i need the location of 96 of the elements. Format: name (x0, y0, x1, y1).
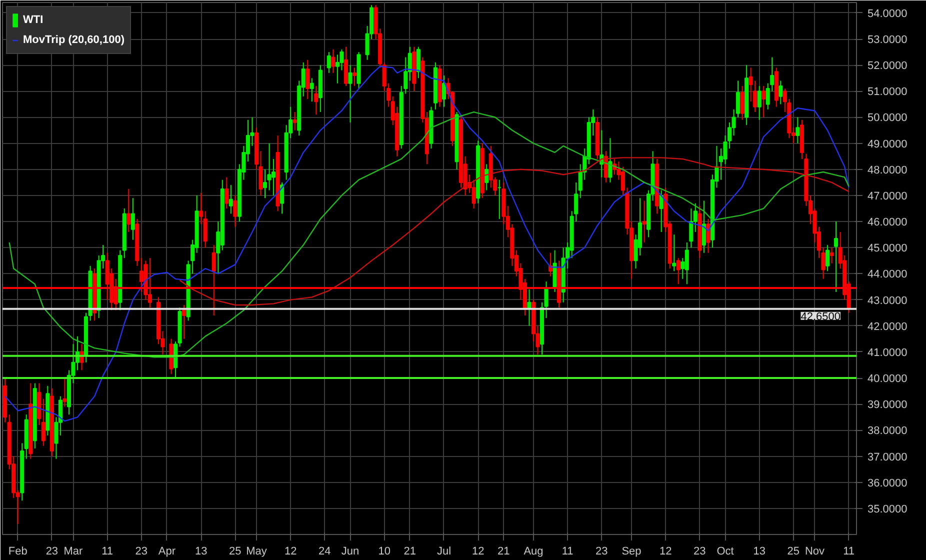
candlestick (778, 80, 783, 105)
x-tick-label: Jun (341, 546, 360, 558)
candlestick (262, 168, 268, 199)
candlestick (292, 112, 297, 131)
candlestick (233, 194, 238, 228)
x-tick-label: 11 (562, 546, 574, 558)
candlestick (199, 192, 204, 225)
candlestick (762, 85, 766, 118)
candlestick (484, 164, 489, 191)
y-tick-label: 36.0000 (868, 477, 908, 490)
x-tick-label: 12 (284, 546, 297, 558)
x-tick-label: 11 (843, 546, 855, 558)
y-tick-label: 49.0000 (868, 138, 908, 150)
x-tick-label: 23 (694, 546, 706, 558)
x-tick-label: 13 (194, 546, 208, 558)
candlestick (306, 59, 310, 100)
x-tick-label: Apr (158, 546, 176, 558)
y-tick-label: 41.0000 (868, 346, 908, 359)
candlestick (130, 198, 135, 240)
y-tick-label: 46.0000 (868, 216, 908, 229)
candlestick (344, 46, 348, 86)
x-tick-label: May (246, 546, 268, 558)
x-tick-label: Sep (622, 546, 642, 558)
candlestick (203, 210, 208, 248)
legend-label: MovTrip (20,60,100) (23, 34, 124, 46)
candlestick (126, 188, 131, 232)
y-tick-label: 42.0000 (868, 320, 908, 333)
candlestick (527, 288, 532, 326)
y-tick-label: 52.0000 (868, 60, 908, 72)
candlestick (182, 304, 186, 340)
x-tick-label: Aug (524, 546, 544, 558)
y-tick-label: 48.0000 (868, 164, 908, 176)
x-tick-label: 21 (498, 546, 510, 558)
candlestick (642, 200, 646, 243)
x-tick-label: 12 (472, 546, 484, 558)
x-tick-label: 10 (378, 546, 390, 558)
y-tick-label: 44.0000 (868, 268, 908, 281)
y-tick-label: 37.0000 (868, 451, 908, 464)
ref-line-label: 42.6500 (800, 310, 841, 323)
candlestick (280, 182, 284, 214)
x-tick-label: 24 (318, 546, 331, 558)
candlestick (472, 179, 476, 210)
x-tick-label: Oct (716, 546, 734, 558)
candlestick (552, 250, 557, 292)
x-tick-label: 23 (46, 546, 58, 558)
y-tick-label: 39.0000 (868, 399, 908, 412)
candlestick (224, 176, 229, 210)
candlestick (796, 116, 800, 144)
y-tick-label: 35.0000 (868, 503, 908, 516)
candlestick (416, 46, 420, 79)
x-tick-label: 25 (787, 546, 800, 558)
y-tick-label: 53.0000 (868, 34, 908, 46)
x-tick-label: 25 (229, 546, 242, 558)
candlestick (348, 64, 352, 123)
candlestick (310, 78, 314, 102)
candlestick (442, 75, 446, 108)
x-tick-label: Jul (436, 546, 452, 558)
candlestick (659, 190, 664, 232)
candlestick (314, 85, 318, 116)
x-tick-label: Mar (64, 546, 84, 558)
y-tick-label: 50.0000 (868, 112, 908, 124)
candlestick (676, 258, 680, 285)
x-tick-label: 23 (596, 546, 608, 558)
x-tick-label: 23 (135, 546, 148, 558)
candlestick (757, 85, 762, 120)
x-tick-label: 11 (102, 546, 114, 558)
x-tick-label: 12 (659, 546, 672, 558)
candlestick (331, 48, 336, 74)
candlestick (326, 52, 331, 74)
x-tick-label: Feb (8, 546, 28, 558)
y-tick-label: 43.0000 (868, 294, 908, 307)
candlestick (672, 234, 676, 272)
candlestick (684, 242, 689, 285)
candlestick (702, 200, 706, 254)
candlestick (830, 247, 834, 264)
candlestick (228, 184, 233, 214)
candlestick (740, 85, 744, 120)
y-tick-label: 51.0000 (868, 86, 908, 98)
candlestick (706, 218, 710, 254)
y-tick-label: 40.0000 (868, 373, 908, 386)
x-tick-label: 13 (753, 546, 766, 558)
candlestick (689, 208, 694, 248)
x-tick-label: 21 (404, 546, 416, 558)
candlestick (825, 244, 830, 272)
y-tick-label: 38.0000 (868, 425, 908, 438)
y-tick-label: 45.0000 (868, 242, 908, 255)
candlestick (41, 398, 46, 446)
legend-label: WTI (23, 14, 44, 26)
candlestick (62, 378, 67, 408)
candlestick (834, 221, 838, 292)
y-tick-label: 54.0000 (868, 8, 908, 20)
line-series (8, 111, 850, 358)
y-tick-label: 47.0000 (868, 190, 908, 202)
candlestick (352, 67, 357, 86)
x-tick-label: Nov (804, 546, 826, 558)
candlestick (608, 138, 612, 183)
